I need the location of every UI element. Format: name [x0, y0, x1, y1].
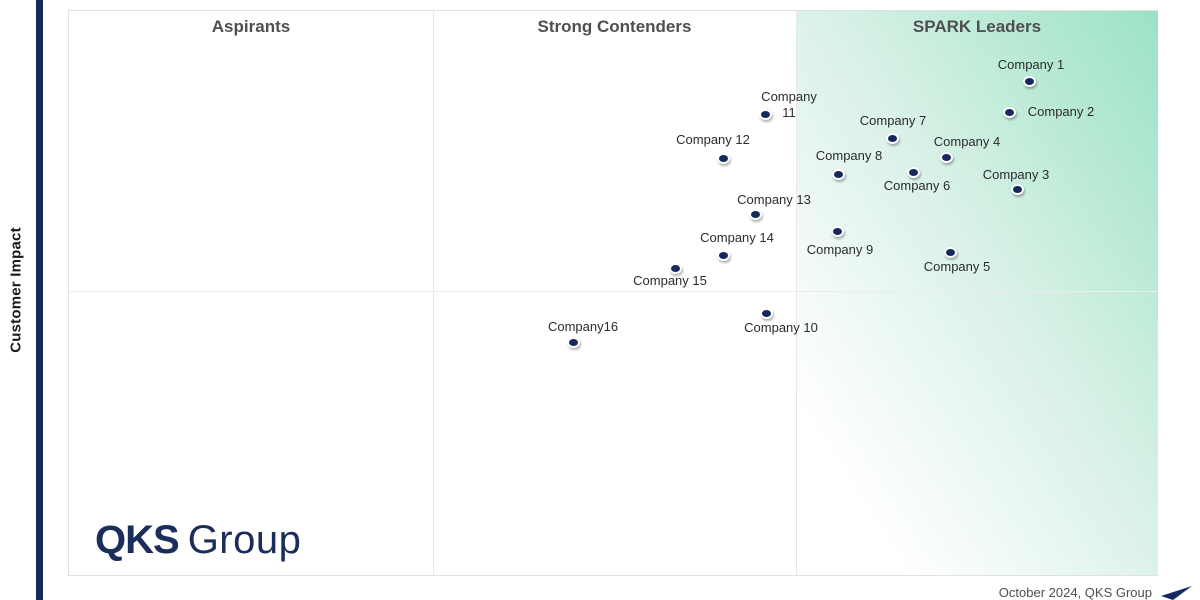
column-divider-1 — [433, 11, 434, 575]
logo-bold-text: QKS — [95, 518, 180, 562]
y-axis-line — [36, 0, 43, 600]
data-point-label-company-8: Company 8 — [815, 148, 883, 163]
data-point-company-13 — [748, 208, 762, 220]
footer-credit: October 2024, QKS Group — [998, 585, 1152, 600]
data-point-label-company-7: Company 7 — [859, 113, 927, 128]
data-point-company-12 — [716, 152, 730, 164]
data-point-label-company-9: Company 9 — [806, 242, 874, 257]
quadrant-header-spark-leaders: SPARK Leaders — [912, 17, 1042, 36]
data-point-company-5 — [943, 246, 957, 258]
data-point-company-9 — [830, 225, 844, 237]
data-point-label-company-12: Company 12 — [676, 132, 750, 147]
data-point-company-10 — [759, 307, 773, 319]
logo-light-text: Group — [187, 518, 302, 562]
data-point-company16 — [566, 336, 580, 348]
spark-leaders-gradient-region — [796, 11, 1158, 575]
data-point-label-company16: Company16 — [547, 319, 619, 334]
data-point-label-company-1: Company 1 — [997, 57, 1065, 72]
data-point-company-6 — [906, 166, 920, 178]
data-point-label-company-13: Company 13 — [737, 192, 811, 207]
data-point-label-company-5: Company 5 — [923, 259, 991, 274]
data-point-label-company-14: Company 14 — [700, 230, 774, 245]
data-point-company-1 — [1022, 75, 1036, 87]
quadrant-header-aspirants: Aspirants — [211, 17, 291, 36]
data-point-company-8 — [831, 168, 845, 180]
data-point-company-2 — [1002, 106, 1016, 118]
data-point-company-15 — [668, 262, 682, 274]
horizontal-midline — [69, 291, 1157, 292]
x-axis-arrowhead-icon — [1161, 586, 1192, 600]
data-point-company-7 — [885, 132, 899, 144]
data-point-company-4 — [939, 151, 953, 163]
plot-area: Aspirants Strong Contenders SPARK Leader… — [68, 10, 1158, 576]
quadrant-header-strong-contenders: Strong Contenders — [537, 17, 692, 36]
data-point-company-14 — [716, 249, 730, 261]
data-point-label-company-3: Company 3 — [982, 167, 1050, 182]
data-point-label-company-2: Company 2 — [1027, 104, 1095, 119]
data-point-label-company-6: Company 6 — [883, 178, 951, 193]
column-divider-2 — [796, 11, 797, 575]
data-point-company-3 — [1010, 183, 1024, 195]
data-point-label-company-10: Company 10 — [744, 320, 818, 335]
data-point-company-11 — [758, 108, 772, 120]
data-point-label-company-11: Company 11 — [761, 89, 817, 120]
data-point-label-company-4: Company 4 — [933, 134, 1001, 149]
data-point-label-company-15: Company 15 — [633, 273, 707, 288]
qks-group-logo: QKS Group — [95, 518, 301, 563]
